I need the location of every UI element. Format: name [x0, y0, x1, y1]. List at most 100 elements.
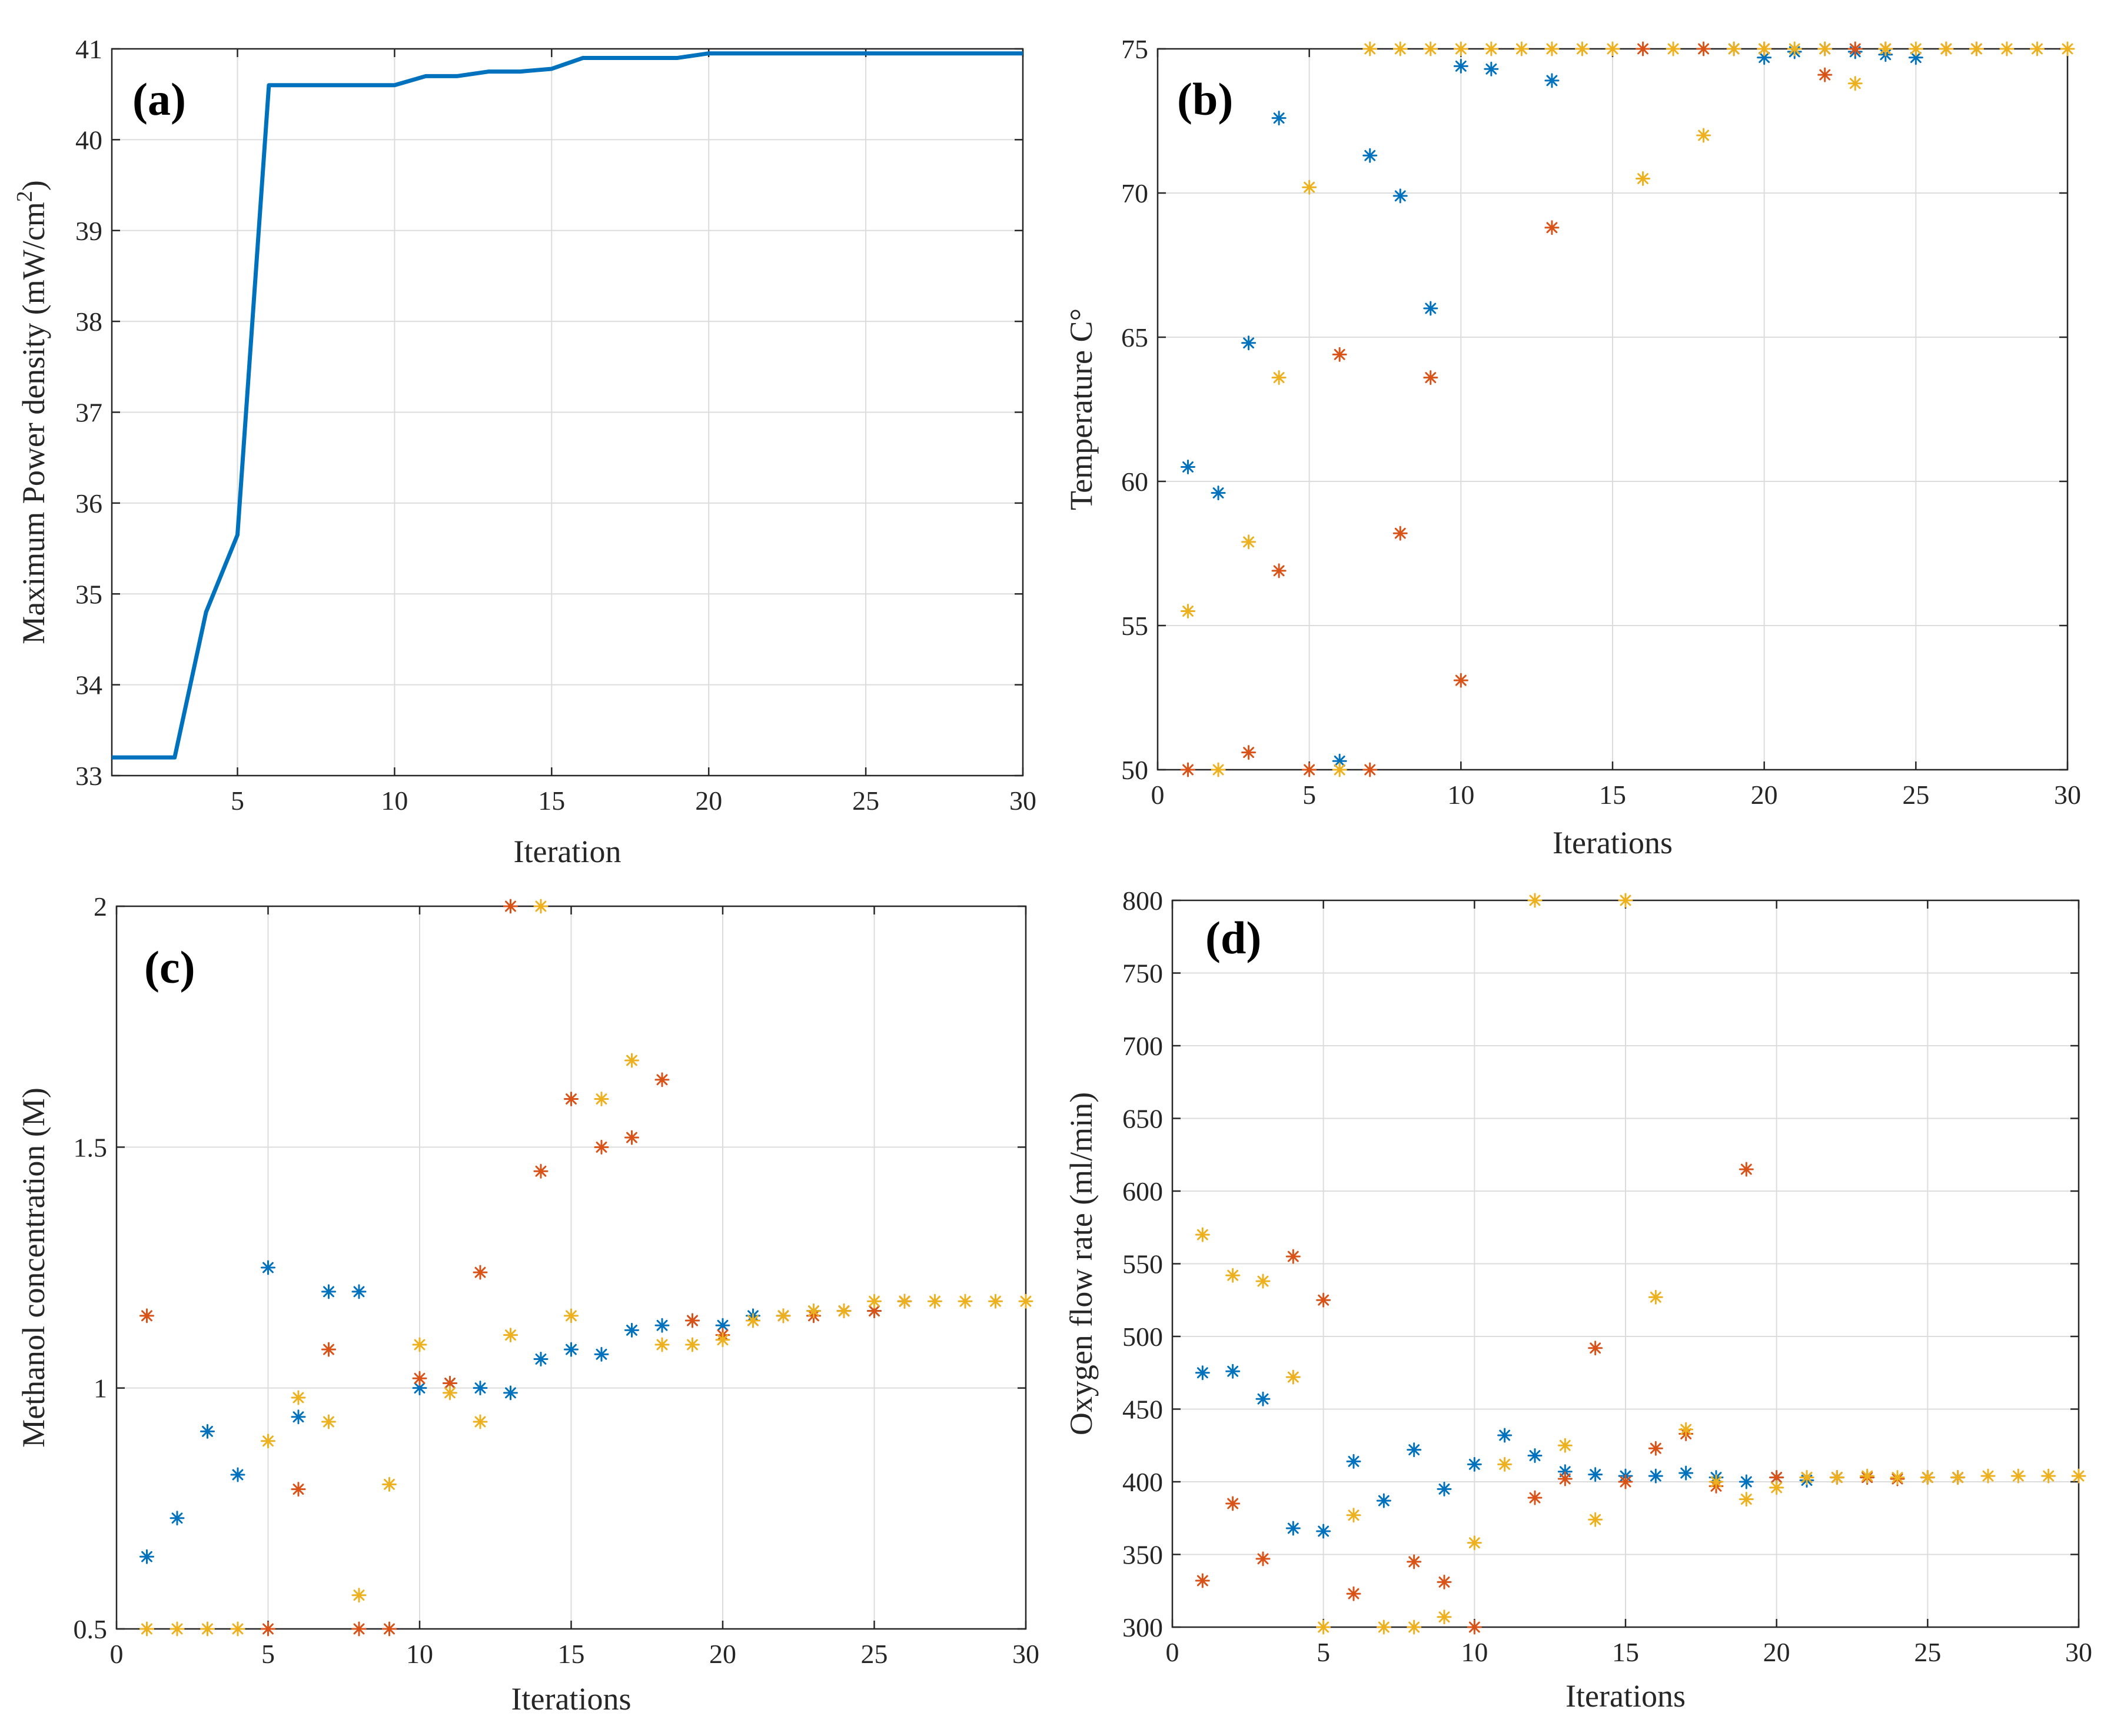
data-point	[1271, 111, 1287, 126]
y-tick-label: 700	[1122, 1031, 1163, 1061]
y-tick-label: 350	[1122, 1540, 1163, 1570]
data-point	[1648, 1441, 1663, 1456]
data-point	[1271, 370, 1287, 385]
data-point	[291, 1482, 306, 1497]
data-point	[139, 1621, 154, 1637]
y-axis-label: Maximum Power density (mW/cm2)	[12, 180, 51, 644]
x-tick-label: 15	[558, 1639, 585, 1669]
data-point	[382, 1476, 397, 1492]
data-point	[1696, 128, 1711, 143]
data-point	[1225, 1268, 1241, 1283]
data-point	[685, 1337, 700, 1352]
data-point	[1980, 1468, 1996, 1484]
data-point	[230, 1621, 245, 1637]
data-point	[503, 1385, 518, 1401]
y-tick-label: 0.5	[74, 1614, 108, 1644]
y-tick-label: 70	[1121, 178, 1148, 208]
data-point	[2010, 1468, 2026, 1484]
data-point	[1211, 485, 1226, 501]
x-tick-label: 20	[1751, 780, 1778, 810]
data-point	[503, 1328, 518, 1343]
panel-label: (b)	[1177, 74, 1233, 125]
y-axis-label: Temperature C°	[1063, 308, 1099, 510]
data-point	[1423, 41, 1438, 56]
data-point	[1950, 1470, 1966, 1485]
data-point	[1969, 41, 1984, 56]
data-point	[1392, 188, 1408, 204]
data-point	[1437, 1609, 1452, 1625]
data-point	[1696, 41, 1711, 56]
data-point	[291, 1409, 306, 1425]
data-point	[1769, 1480, 1784, 1495]
data-point	[1018, 1293, 1033, 1309]
data-point	[594, 1346, 609, 1362]
x-tick-label: 20	[709, 1639, 736, 1669]
data-point	[1255, 1391, 1271, 1406]
data-point	[1332, 347, 1347, 362]
data-point	[1423, 370, 1438, 385]
x-tick-label: 5	[231, 786, 244, 816]
x-tick-label: 5	[1302, 780, 1316, 810]
data-point	[1453, 58, 1468, 74]
data-point	[776, 1308, 791, 1323]
data-point	[1636, 41, 1651, 56]
data-point	[139, 1308, 154, 1323]
y-tick-label: 650	[1122, 1104, 1163, 1134]
series-line	[112, 51, 1023, 760]
chart-panel-c: 0 5 10 15 20 25 30 0.5 1 1.5 2 Iterations Methanol c…	[16, 892, 1039, 1717]
data-point	[1648, 1468, 1663, 1484]
x-tick-label: 15	[1599, 780, 1626, 810]
data-point	[1211, 762, 1226, 777]
data-point	[261, 1621, 275, 1637]
data-point	[1437, 1574, 1452, 1589]
data-point	[1878, 41, 1893, 56]
data-point	[169, 1511, 185, 1526]
data-point	[473, 1414, 488, 1429]
x-tick-label: 30	[1012, 1639, 1039, 1669]
x-tick-label: 5	[1317, 1637, 1330, 1667]
data-point	[321, 1284, 336, 1299]
data-point	[1407, 1619, 1422, 1635]
data-point	[533, 1163, 549, 1179]
data-point	[624, 1130, 639, 1145]
data-point	[624, 1053, 639, 1068]
data-point	[1255, 1551, 1271, 1567]
data-point	[1316, 1619, 1331, 1635]
data-point	[1484, 61, 1499, 77]
data-point	[1920, 1470, 1935, 1485]
data-point	[1362, 762, 1378, 777]
data-point	[1860, 1468, 1875, 1484]
x-tick-label: 5	[261, 1639, 275, 1669]
data-point	[654, 1072, 670, 1088]
data-point	[2060, 41, 2075, 56]
data-point	[564, 1091, 579, 1106]
y-tick-label: 39	[75, 216, 102, 246]
x-axis-label: Iterations	[1565, 1678, 1686, 1714]
data-point	[261, 1260, 275, 1275]
data-point	[1757, 41, 1772, 56]
data-point	[473, 1265, 488, 1280]
data-point	[1574, 41, 1590, 56]
data-point	[1514, 41, 1529, 56]
data-point	[1636, 171, 1651, 186]
y-tick-label: 35	[75, 579, 102, 609]
y-tick-label: 65	[1121, 322, 1148, 352]
y-tick-label: 600	[1122, 1176, 1163, 1206]
data-point	[1181, 762, 1196, 777]
data-point	[867, 1293, 882, 1309]
series-3	[139, 899, 1033, 1637]
series-3	[1195, 893, 2086, 1635]
data-point	[321, 1342, 336, 1357]
data-point	[1467, 1619, 1482, 1635]
x-tick-label: 30	[2054, 780, 2081, 810]
series-1	[112, 51, 1023, 760]
data-point	[1195, 1365, 1210, 1381]
y-tick-label: 33	[75, 761, 102, 791]
x-tick-label: 30	[2065, 1637, 2092, 1667]
data-point	[1316, 1292, 1331, 1308]
x-axis-label: Iterations	[511, 1681, 631, 1717]
data-point	[1709, 1474, 1724, 1489]
data-point	[139, 1549, 154, 1564]
data-point	[1544, 41, 1560, 56]
